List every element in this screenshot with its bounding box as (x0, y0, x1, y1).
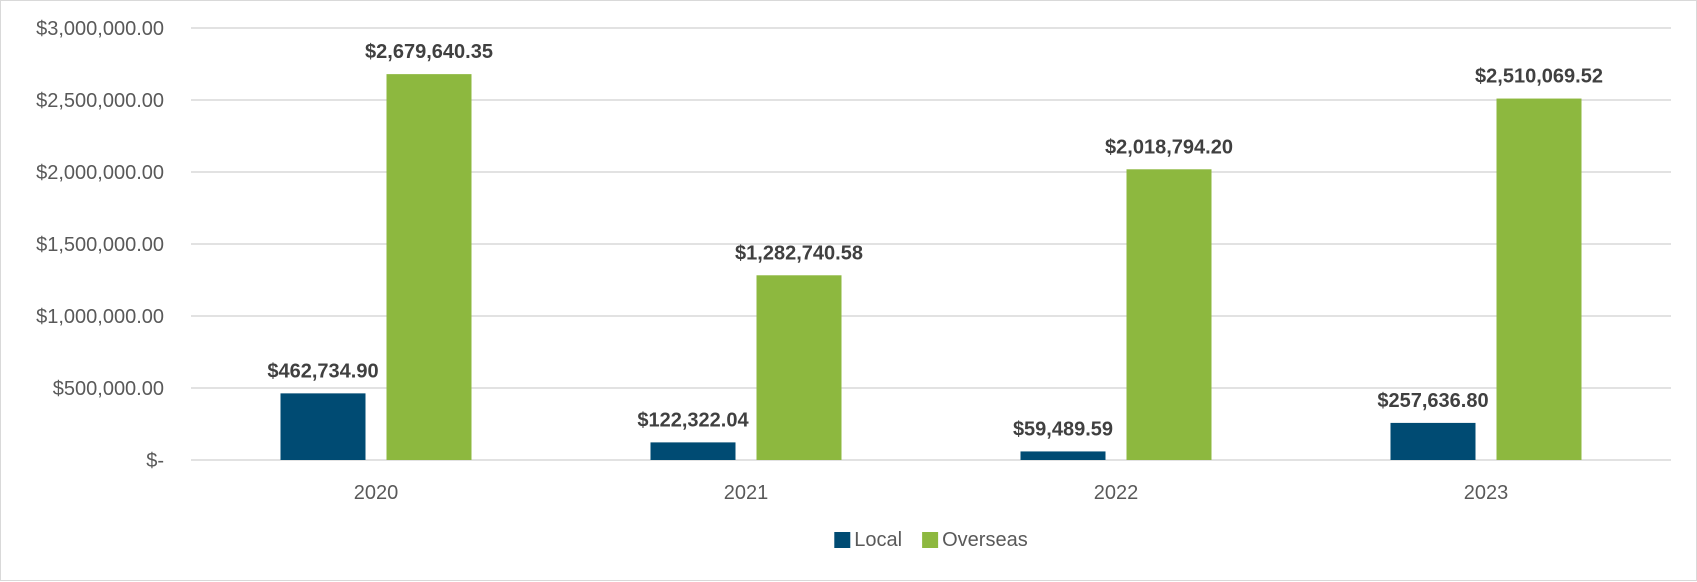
bars (280, 74, 1582, 461)
data-label-local-2022: $59,489.59 (1013, 418, 1113, 440)
data-label-local-2021: $122,322.04 (637, 409, 749, 431)
y-tick-label: $- (146, 450, 164, 472)
bar-overseas-2020 (386, 74, 472, 461)
data-label-local-2023: $257,636.80 (1377, 390, 1488, 412)
x-tick-label: 2020 (354, 482, 399, 504)
y-tick-label: $1,000,000.00 (36, 306, 164, 328)
y-tick-label: $500,000.00 (53, 378, 164, 400)
y-axis-ticks: $- $500,000.00 $1,000,000.00 $1,500,000.00 $… (36, 18, 164, 472)
data-labels: $462,734.90 $2,679,640.35 $122,322.04 $1,28… (267, 41, 1603, 440)
x-tick-label: 2023 (1464, 482, 1509, 504)
legend-item-local[interactable]: Local (834, 529, 902, 551)
y-tick-label: $1,500,000.00 (36, 234, 164, 256)
bar-local-2022 (1020, 451, 1106, 460)
x-tick-label: 2021 (724, 482, 769, 504)
y-tick-label: $2,500,000.00 (36, 90, 164, 112)
legend-swatch (834, 532, 851, 548)
x-axis-ticks: 2020 2021 2022 2023 (354, 482, 1509, 504)
bar-overseas-2021 (756, 275, 842, 460)
legend-swatch (922, 532, 939, 548)
bar-overseas-2022 (1126, 169, 1212, 460)
data-label-overseas-2020: $2,679,640.35 (365, 41, 493, 63)
data-label-local-2020: $462,734.90 (267, 360, 378, 382)
data-label-overseas-2023: $2,510,069.52 (1475, 66, 1603, 88)
data-label-overseas-2022: $2,018,794.20 (1105, 136, 1233, 158)
bar-overseas-2023 (1496, 98, 1582, 460)
legend-label: Overseas (942, 529, 1028, 551)
legend-label: Local (854, 529, 902, 551)
data-label-overseas-2021: $1,282,740.58 (735, 242, 863, 264)
legend: Local Overseas (834, 529, 1028, 551)
y-tick-label: $2,000,000.00 (36, 162, 164, 184)
bar-local-2020 (280, 393, 366, 460)
y-tick-label: $3,000,000.00 (36, 18, 164, 40)
bar-local-2021 (650, 442, 736, 460)
legend-item-overseas[interactable]: Overseas (922, 529, 1028, 551)
x-tick-label: 2022 (1094, 482, 1139, 504)
bar-local-2023 (1390, 422, 1476, 460)
